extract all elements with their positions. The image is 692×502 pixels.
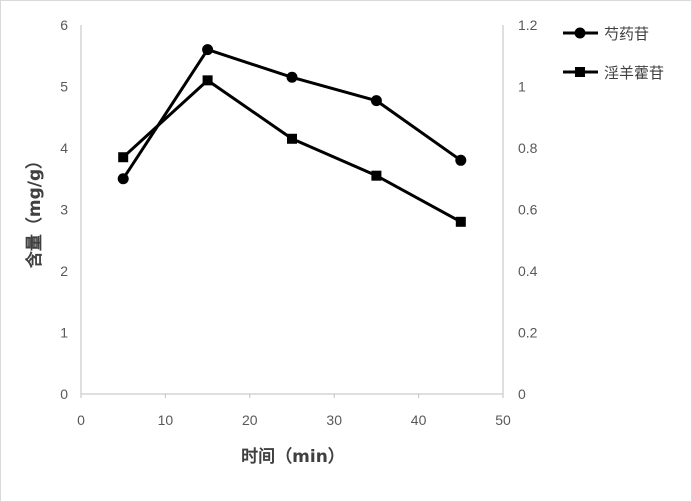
data-point	[202, 44, 214, 56]
y-tick-label: 3	[60, 202, 68, 218]
x-tick-label: 10	[158, 412, 174, 428]
series-circle	[117, 44, 467, 185]
y-tick-label: 4	[60, 140, 68, 156]
x-tick-label: 50	[495, 412, 511, 428]
data-point	[286, 71, 298, 83]
y2-tick-label: 0.8	[518, 140, 538, 156]
y2-tick-label: 0	[518, 386, 526, 402]
data-point	[117, 173, 129, 185]
legend-label: 淫羊藿苷	[604, 64, 664, 82]
data-point	[371, 170, 382, 181]
series-layer	[117, 44, 467, 227]
axes: 0 10 20 30 40 50 0 1 2 3 4 5 6 0 0.2 0.4 0.6 0.8 1 1.2	[60, 17, 537, 428]
x-tick-label: 40	[411, 412, 427, 428]
x-tick-label: 20	[242, 412, 258, 428]
y-tick-label: 6	[60, 17, 68, 33]
x-tick-label: 30	[326, 412, 342, 428]
data-point	[455, 216, 466, 227]
y2-tick-label: 1.2	[518, 17, 538, 33]
data-point	[118, 152, 129, 163]
data-point	[370, 95, 382, 107]
y2-tick-label: 1	[518, 79, 526, 95]
legend-marker	[575, 67, 585, 77]
y-tick-label: 5	[60, 79, 68, 95]
series-square	[118, 75, 466, 227]
y-tick-label: 1	[60, 325, 68, 341]
x-axis-title: 时间（min）	[241, 446, 345, 467]
data-point	[287, 133, 297, 144]
legend-item: 淫羊藿苷	[563, 64, 664, 82]
legend-label: 芍药苷	[604, 25, 649, 43]
y-tick-label: 0	[60, 386, 68, 402]
legend-item: 芍药苷	[563, 25, 649, 43]
y2-tick-label: 0.6	[518, 202, 538, 218]
data-point	[455, 154, 467, 166]
y2-tick-label: 0.4	[518, 263, 538, 279]
data-point	[202, 75, 213, 86]
y-axis-title: 含量（mg/g）	[24, 152, 45, 268]
series-line	[121, 48, 462, 180]
y-tick-label: 2	[60, 263, 68, 279]
y2-tick-label: 0.2	[518, 325, 538, 341]
legend-marker	[574, 27, 586, 39]
x-tick-label: 0	[77, 412, 85, 428]
